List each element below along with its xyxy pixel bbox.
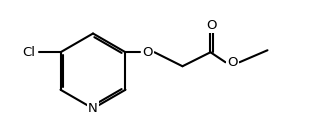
Text: O: O [227,56,238,69]
Text: N: N [88,102,98,115]
Text: O: O [207,19,217,32]
Text: O: O [142,46,153,59]
Text: Cl: Cl [22,46,35,59]
